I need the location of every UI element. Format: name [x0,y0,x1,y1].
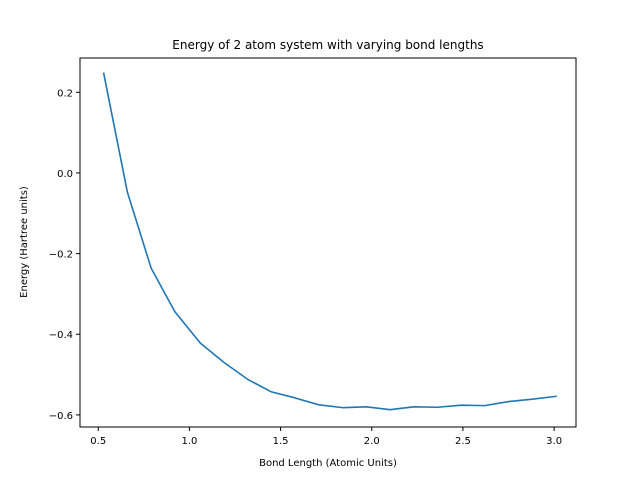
y-axis-label: Energy (Hartree units) [19,186,30,298]
y-tick-label: −0.6 [49,411,73,422]
y-tick-label: 0.2 [57,88,73,99]
x-tick-label: 0.5 [90,436,106,447]
x-tick-label: 2.5 [455,436,471,447]
y-tick-label: −0.2 [49,250,73,261]
ticks-layer: 0.5 1.0 1.5 2.0 2.5 3.0 −0.6 −0.4 −0.2 0.0 0.2 [49,88,562,447]
plot-frame [79,57,577,428]
chart-title: Energy of 2 atom system with varying bon… [172,38,483,52]
energy-series-line [102,72,557,411]
x-tick-label: 3.0 [546,436,562,447]
y-tick-label: 0.0 [57,169,73,180]
x-tick-label: 2.0 [364,436,380,447]
x-tick-label: 1.0 [181,436,197,447]
x-axis-label: Bond Length (Atomic Units) [259,458,397,469]
plot-layer [102,72,557,411]
y-tick-label: −0.4 [49,330,73,341]
x-tick-label: 1.5 [273,436,289,447]
